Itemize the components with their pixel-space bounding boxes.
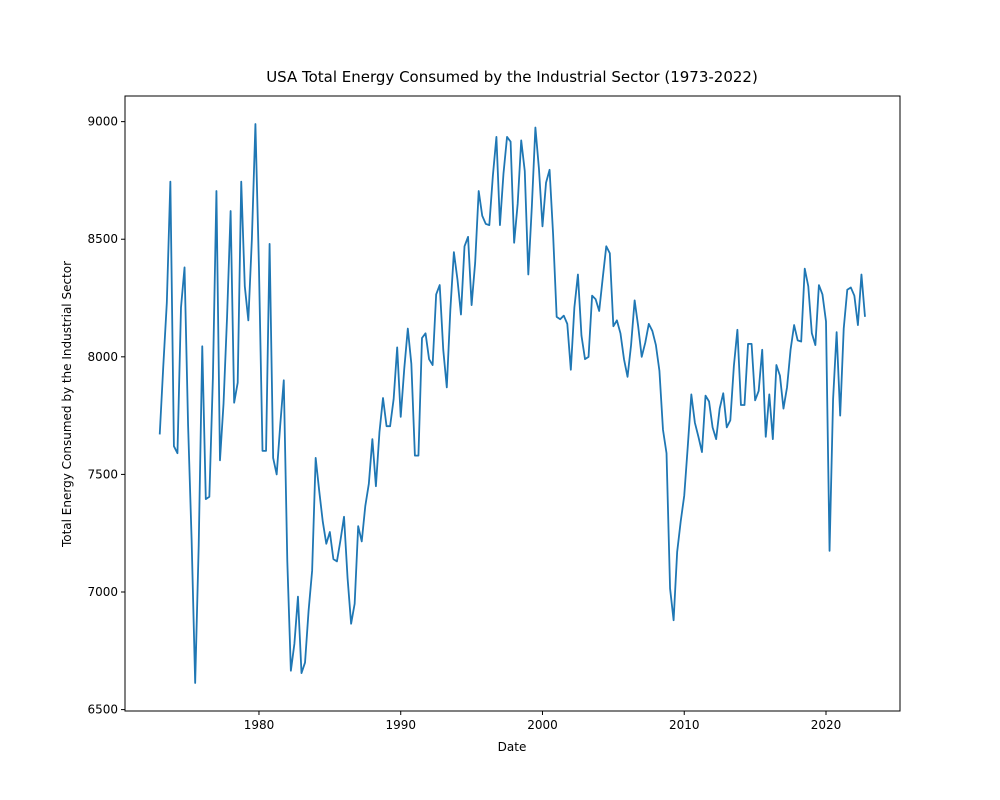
y-tick-label: 7000 <box>87 585 118 599</box>
y-tick-label: 7500 <box>87 467 118 481</box>
plot-frame <box>124 95 901 712</box>
line-series <box>158 123 866 684</box>
chart-title: USA Total Energy Consumed by the Industr… <box>266 68 758 86</box>
x-tick-label: 1990 <box>385 718 416 732</box>
x-axis-label: Date <box>498 740 527 754</box>
y-tick-label: 9000 <box>87 115 118 129</box>
x-tick-label: 2020 <box>811 718 842 732</box>
x-tick-label: 1980 <box>244 718 275 732</box>
y-tick-label: 8000 <box>87 350 118 364</box>
x-tick-label: 2010 <box>669 718 700 732</box>
y-axis-label: Total Energy Consumed by the Industrial … <box>60 261 74 548</box>
x-tick-label: 2000 <box>527 718 558 732</box>
y-tick-label: 8500 <box>87 232 118 246</box>
y-tick-label: 6500 <box>87 703 118 717</box>
